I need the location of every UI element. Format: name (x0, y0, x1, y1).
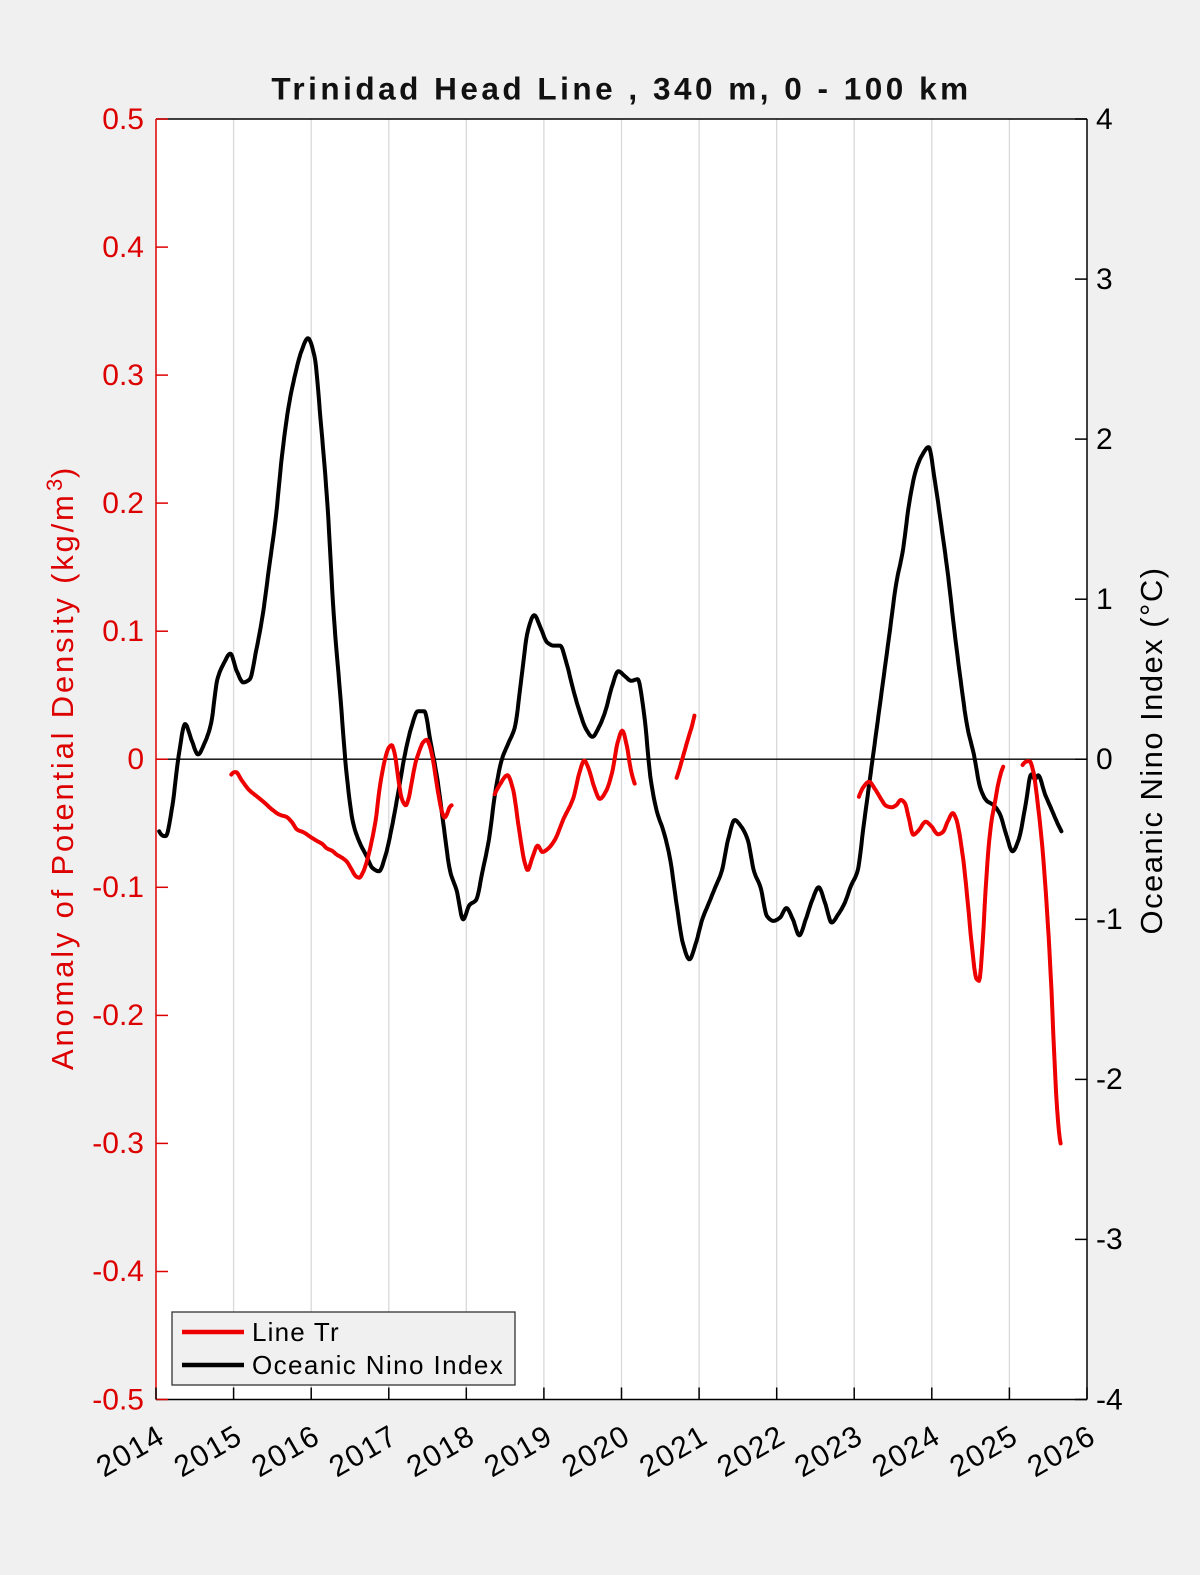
svg-text:0: 0 (127, 743, 144, 776)
svg-text:-1: -1 (1096, 903, 1123, 936)
svg-text:0.3: 0.3 (102, 359, 144, 392)
svg-text:3: 3 (42, 479, 67, 491)
svg-text:-0.5: -0.5 (92, 1383, 144, 1416)
svg-text:1: 1 (1096, 583, 1113, 616)
svg-text:0: 0 (1096, 743, 1113, 776)
svg-text:-0.3: -0.3 (92, 1127, 144, 1160)
svg-text:2: 2 (1096, 423, 1113, 456)
svg-text:Line Tr: Line Tr (252, 1317, 340, 1347)
svg-text:Anomaly of Potential Density (: Anomaly of Potential Density (kg/m (45, 492, 80, 1070)
svg-text:-0.2: -0.2 (92, 999, 144, 1032)
svg-text:0.2: 0.2 (102, 487, 144, 520)
svg-text:-3: -3 (1096, 1223, 1123, 1256)
svg-text:3: 3 (1096, 263, 1113, 296)
svg-text:Oceanic Nino Index (°C): Oceanic Nino Index (°C) (1134, 567, 1169, 935)
svg-text:-0.4: -0.4 (92, 1255, 144, 1288)
svg-text:0.4: 0.4 (102, 231, 144, 264)
svg-text:Trinidad Head Line , 340 m, 0: Trinidad Head Line , 340 m, 0 - 100 km (271, 71, 971, 107)
svg-text:): ) (45, 468, 80, 478)
svg-text:0.5: 0.5 (102, 103, 144, 136)
svg-text:Oceanic Nino Index: Oceanic Nino Index (252, 1350, 504, 1380)
svg-text:0.1: 0.1 (102, 615, 144, 648)
svg-text:-4: -4 (1096, 1383, 1123, 1416)
svg-text:4: 4 (1096, 103, 1113, 136)
svg-text:-2: -2 (1096, 1063, 1123, 1096)
svg-text:-0.1: -0.1 (92, 871, 144, 904)
